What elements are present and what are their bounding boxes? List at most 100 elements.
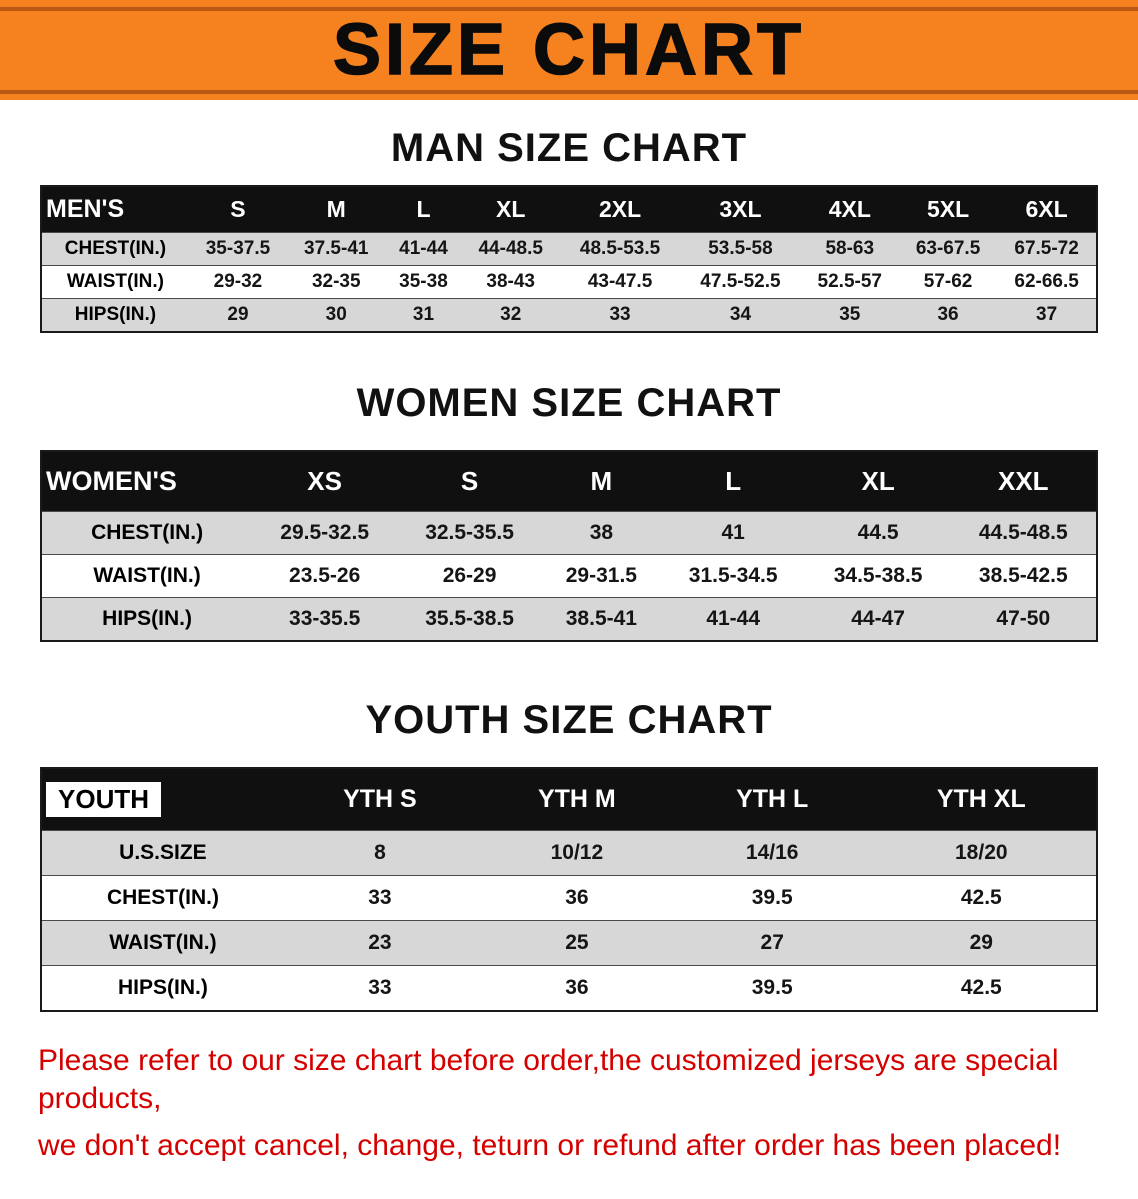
column-header: YTH XL xyxy=(866,768,1097,831)
size-chart-sections: MAN SIZE CHART MEN'S S M L XL 2XL 3XL 4XL 5XL 6XL C… xyxy=(0,126,1138,1012)
size-cell: 44.5-48.5 xyxy=(950,511,1097,555)
size-cell: 32-35 xyxy=(287,265,386,299)
row-label: HIPS(IN.) xyxy=(41,298,189,332)
section-mens: MAN SIZE CHART MEN'S S M L XL 2XL 3XL 4XL 5XL 6XL C… xyxy=(0,126,1138,333)
corner-label-text: WOMEN'S xyxy=(46,466,177,496)
size-cell: 23 xyxy=(283,920,476,966)
table-corner-label: WOMEN'S xyxy=(41,451,253,512)
row-label: WAIST(IN.) xyxy=(41,265,189,299)
column-header: L xyxy=(660,451,806,512)
size-cell: 44-47 xyxy=(805,597,951,641)
size-cell: 38 xyxy=(542,511,661,555)
table-row: WAIST(IN.) 23.5-26 26-29 29-31.5 31.5-34.5 34… xyxy=(41,554,1097,598)
size-cell: 67.5-72 xyxy=(997,232,1097,266)
size-cell: 53.5-58 xyxy=(680,232,801,266)
column-header: XXL xyxy=(950,451,1097,512)
size-cell: 44.5 xyxy=(805,511,951,555)
size-cell: 41-44 xyxy=(385,232,462,266)
column-header: YTH M xyxy=(475,768,678,831)
row-label: WAIST(IN.) xyxy=(41,554,253,598)
row-label: CHEST(IN.) xyxy=(41,232,189,266)
size-cell: 27 xyxy=(677,920,867,966)
disclaimer: Please refer to our size chart before or… xyxy=(0,1042,1138,1199)
size-cell: 33 xyxy=(283,965,476,1011)
womens-size-table: WOMEN'S XS S M L XL XXL CHEST(IN.) 29.5-32.5 32.5… xyxy=(40,450,1098,642)
size-cell: 34.5-38.5 xyxy=(805,554,951,598)
size-cell: 8 xyxy=(283,830,476,876)
size-cell: 29 xyxy=(866,920,1097,966)
size-cell: 29.5-32.5 xyxy=(252,511,398,555)
size-cell: 35.5-38.5 xyxy=(397,597,543,641)
header-row: YOUTH YTH S YTH M YTH L YTH XL xyxy=(41,768,1097,831)
size-cell: 38-43 xyxy=(461,265,560,299)
size-cell: 26-29 xyxy=(397,554,543,598)
table-row: CHEST(IN.) 35-37.5 37.5-41 41-44 44-48.5 48.5… xyxy=(41,232,1097,266)
size-cell: 36 xyxy=(475,875,678,921)
row-label: U.S.SIZE xyxy=(41,830,284,876)
column-header: M xyxy=(542,451,661,512)
size-cell: 34 xyxy=(680,298,801,332)
row-label: HIPS(IN.) xyxy=(41,965,284,1011)
size-cell: 32.5-35.5 xyxy=(397,511,543,555)
table-row: CHEST(IN.) 29.5-32.5 32.5-35.5 38 41 44.5 44.5… xyxy=(41,511,1097,555)
table-row: WAIST(IN.) 23 25 27 29 xyxy=(41,920,1097,966)
column-header: L xyxy=(385,186,462,233)
corner-label-text: MEN'S xyxy=(46,195,125,223)
disclaimer-line-1: Please refer to our size chart before or… xyxy=(38,1044,1059,1115)
header-row: MEN'S S M L XL 2XL 3XL 4XL 5XL 6XL xyxy=(41,186,1097,233)
youth-heading: YOUTH SIZE CHART xyxy=(365,698,773,742)
disclaimer-line-2: we don't accept cancel, change, teturn o… xyxy=(38,1129,1062,1162)
row-label: HIPS(IN.) xyxy=(41,597,253,641)
size-cell: 38.5-42.5 xyxy=(950,554,1097,598)
table-row: WAIST(IN.) 29-32 32-35 35-38 38-43 43-47.5 47.… xyxy=(41,265,1097,299)
section-womens: WOMEN SIZE CHART WOMEN'S XS S M L XL XXL CHEST(I… xyxy=(0,381,1138,642)
size-cell: 38.5-41 xyxy=(542,597,661,641)
table-row: HIPS(IN.) 33 36 39.5 42.5 xyxy=(41,965,1097,1011)
size-cell: 25 xyxy=(475,920,678,966)
size-cell: 63-67.5 xyxy=(898,232,998,266)
size-cell: 41-44 xyxy=(660,597,806,641)
row-label: CHEST(IN.) xyxy=(41,875,284,921)
column-header: YTH L xyxy=(677,768,867,831)
size-cell: 30 xyxy=(287,298,386,332)
size-cell: 47.5-52.5 xyxy=(680,265,801,299)
size-cell: 42.5 xyxy=(866,965,1097,1011)
size-cell: 41 xyxy=(660,511,806,555)
column-header: 2XL xyxy=(559,186,681,233)
size-cell: 29-31.5 xyxy=(542,554,661,598)
size-cell: 31 xyxy=(385,298,462,332)
size-cell: 14/16 xyxy=(677,830,867,876)
table-corner-label: YOUTH xyxy=(41,768,284,831)
column-header: XS xyxy=(252,451,398,512)
table-row: HIPS(IN.) 29 30 31 32 33 34 35 36 37 xyxy=(41,298,1097,332)
size-cell: 36 xyxy=(898,298,998,332)
row-label: WAIST(IN.) xyxy=(41,920,284,966)
column-header: M xyxy=(287,186,386,233)
table-corner-label: MEN'S xyxy=(41,186,189,233)
size-cell: 37 xyxy=(997,298,1097,332)
size-cell: 44-48.5 xyxy=(461,232,560,266)
size-cell: 36 xyxy=(475,965,678,1011)
corner-label-text: YOUTH xyxy=(46,782,161,817)
column-header: YTH S xyxy=(283,768,476,831)
header-row: WOMEN'S XS S M L XL XXL xyxy=(41,451,1097,512)
size-cell: 31.5-34.5 xyxy=(660,554,806,598)
table-row: HIPS(IN.) 33-35.5 35.5-38.5 38.5-41 41-44 44-… xyxy=(41,597,1097,641)
mens-heading: MAN SIZE CHART xyxy=(390,126,748,170)
size-cell: 10/12 xyxy=(475,830,678,876)
size-cell: 37.5-41 xyxy=(287,232,386,266)
size-cell: 35-38 xyxy=(385,265,462,299)
size-cell: 35-37.5 xyxy=(188,232,288,266)
size-cell: 18/20 xyxy=(866,830,1097,876)
size-cell: 48.5-53.5 xyxy=(559,232,681,266)
table-row: CHEST(IN.) 33 36 39.5 42.5 xyxy=(41,875,1097,921)
section-youth: YOUTH SIZE CHART YOUTH YTH S YTH M YTH L YTH … xyxy=(0,698,1138,1012)
size-cell: 58-63 xyxy=(800,232,899,266)
banner: SIZE CHART xyxy=(0,0,1138,100)
column-header: 6XL xyxy=(997,186,1097,233)
size-cell: 33 xyxy=(283,875,476,921)
column-header: 4XL xyxy=(800,186,899,233)
size-cell: 39.5 xyxy=(677,965,867,1011)
size-cell: 23.5-26 xyxy=(252,554,398,598)
size-cell: 33-35.5 xyxy=(252,597,398,641)
